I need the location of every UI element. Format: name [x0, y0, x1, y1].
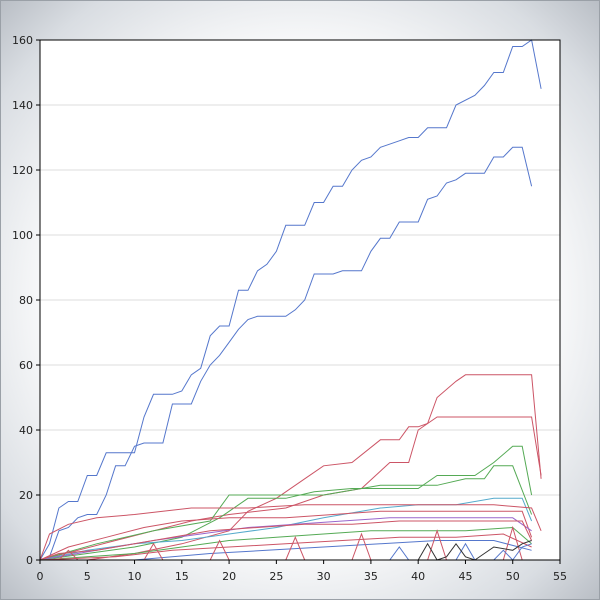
series-line-11 [39, 520, 533, 561]
grid-lines [40, 39, 560, 496]
y-tick-label-120: 120 [12, 164, 33, 177]
series-line-2 [39, 146, 533, 561]
x-tick-label-35: 35 [364, 570, 378, 583]
series-line-12 [39, 526, 532, 561]
x-tick-label-15: 15 [175, 570, 189, 583]
y-tick-label-100: 100 [12, 229, 33, 242]
y-tick-label-60: 60 [19, 359, 33, 372]
x-tick-label-25: 25 [269, 570, 283, 583]
x-tick-label-0: 0 [37, 570, 44, 583]
y-tick-label-40: 40 [19, 424, 33, 437]
x-tick-label-50: 50 [506, 570, 520, 583]
series-group [39, 39, 542, 561]
y-axis-ticks: 0 20 40 60 80 100 120 140 160 [12, 34, 40, 567]
series-line-1 [39, 39, 542, 561]
y-tick-label-0: 0 [26, 554, 33, 567]
x-tick-label-40: 40 [411, 570, 425, 583]
x-tick-label-10: 10 [128, 570, 142, 583]
series-line-17 [417, 540, 532, 561]
series-line-6 [39, 465, 533, 561]
series-line-9 [39, 510, 533, 561]
x-tick-label-20: 20 [222, 570, 236, 583]
y-tick-label-160: 160 [12, 34, 33, 47]
series-line-8 [39, 504, 542, 561]
y-tick-label-140: 140 [12, 99, 33, 112]
y-tick-label-20: 20 [19, 489, 33, 502]
y-tick-label-80: 80 [19, 294, 33, 307]
series-line-5 [39, 445, 533, 561]
x-tick-label-5: 5 [84, 570, 91, 583]
x-tick-label-30: 30 [317, 570, 331, 583]
series-line-3 [40, 374, 542, 561]
x-tick-label-45: 45 [458, 570, 472, 583]
series-line-14 [40, 540, 532, 561]
x-axis-ticks: 0 5 10 15 20 25 30 35 40 45 50 55 [37, 560, 567, 583]
x-tick-label-55: 55 [553, 570, 567, 583]
series-line-13 [39, 533, 532, 561]
series-line-15 [58, 525, 523, 561]
